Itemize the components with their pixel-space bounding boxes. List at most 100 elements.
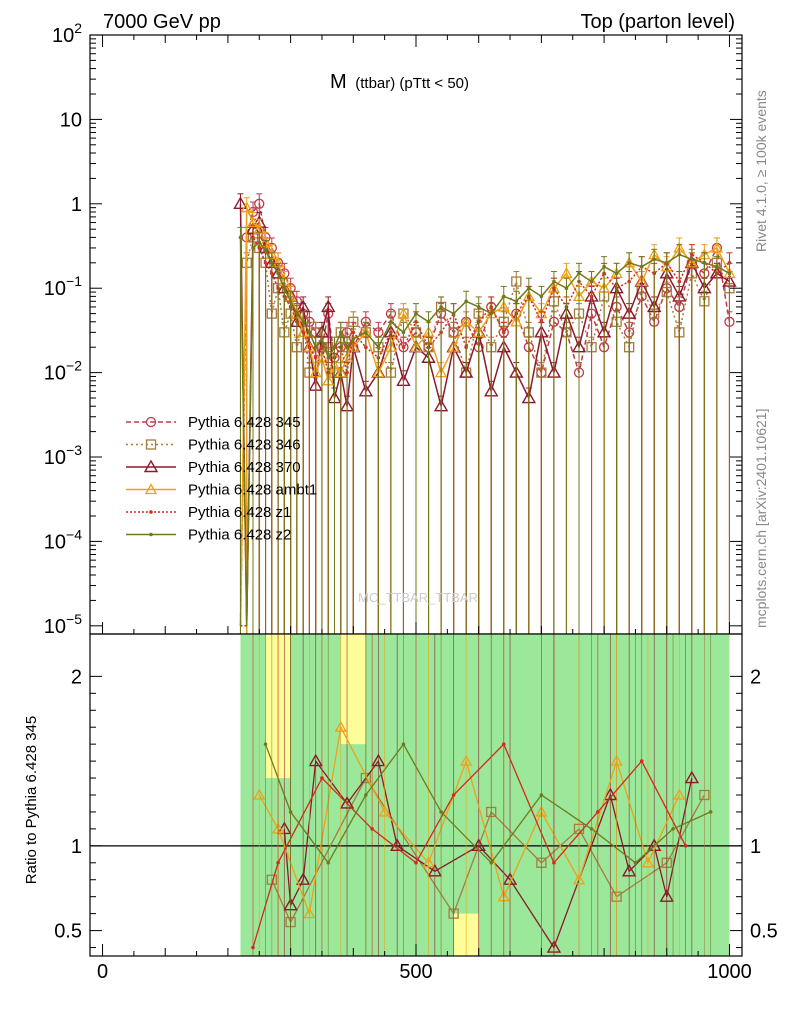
data-point: [254, 198, 265, 209]
data-point: [238, 235, 243, 240]
header-left: 7000 GeV pp: [103, 11, 221, 33]
data-point: [527, 286, 531, 291]
data-point: [514, 299, 519, 304]
legend-marker: [149, 510, 153, 514]
ratio-point: [303, 907, 316, 919]
data-point: [401, 330, 406, 335]
ratio-point: [401, 742, 406, 746]
ratio-y-tick-label-right: 0.5: [750, 921, 778, 943]
data-point: [295, 311, 299, 316]
series-line: [239, 236, 731, 626]
data-point: [263, 248, 268, 253]
data-point: [351, 337, 356, 341]
series-line: [239, 206, 731, 626]
ratio-y-label: Ratio to Pythia 6.428 345: [23, 716, 40, 884]
legend-marker: [144, 483, 158, 495]
data-point: [257, 240, 262, 245]
data-point: [727, 271, 732, 276]
legend-label: Pythia 6.428 345: [188, 414, 301, 431]
ratio-point: [684, 770, 700, 784]
ratio-point: [288, 810, 293, 814]
data-point: [511, 276, 522, 287]
data-point: [664, 261, 669, 265]
series-4: [240, 226, 733, 634]
data-point: [464, 299, 468, 304]
ratio-point: [633, 860, 638, 865]
ratio-point: [451, 793, 456, 797]
plot-title: M (ttbar) (pTtt < 50): [330, 71, 469, 93]
data-point: [426, 319, 431, 324]
ratio-y-tick-label-right: 2: [750, 666, 761, 688]
header-right: Top (parton level): [580, 11, 735, 33]
legend-marker: [143, 459, 159, 473]
ratio-y-tick-label: 2: [71, 666, 82, 688]
ratio-point: [610, 754, 623, 766]
ratio-point: [251, 945, 255, 950]
data-point: [364, 330, 368, 335]
ratio-point: [489, 860, 494, 865]
main-panel: 102 10 1 10−1 10−2 10−3 10−4 10−5 M (ttbar) (pT…: [44, 20, 743, 638]
legend-label: Pythia 6.428 346: [188, 437, 301, 454]
ratio-point: [572, 873, 586, 885]
data-point: [345, 345, 349, 350]
ratio-point: [414, 860, 418, 865]
x-axis: 0 500 1000: [97, 35, 752, 983]
watermark: MC_TTBAR_TTBAR: [358, 590, 478, 605]
x-tick-label: 0: [97, 961, 108, 983]
ratio-point: [671, 827, 675, 831]
data-point: [332, 345, 337, 350]
ratio-point: [277, 821, 292, 835]
data-point: [489, 311, 494, 316]
y-tick-label: 10−3: [44, 442, 82, 469]
data-point: [715, 264, 719, 269]
ratio-point: [371, 753, 386, 767]
y-tick-label: 10−2: [44, 358, 82, 385]
ratio-point: [334, 720, 347, 732]
data-point: [614, 271, 619, 276]
series-line: [239, 203, 731, 626]
side-label-mcplots: mcplots.cern.ch [arXiv:2401.10621]: [753, 409, 769, 628]
ratio-point: [539, 793, 544, 797]
data-point: [451, 311, 456, 316]
side-label-rivet: Rivet 4.1.0, ≥ 100k events: [753, 90, 769, 252]
ratio-point: [621, 863, 637, 877]
data-point: [338, 330, 343, 335]
data-point: [476, 305, 481, 309]
series-3: [239, 197, 736, 634]
ratio-point: [439, 810, 443, 814]
legend-marker: [145, 416, 157, 428]
data-point: [710, 241, 724, 253]
plot-title-main: M: [330, 71, 347, 93]
series-1: [239, 226, 735, 634]
ratio-point: [673, 788, 686, 800]
ratio-point: [370, 827, 374, 831]
data-point: [552, 279, 556, 284]
ratio-point: [699, 789, 710, 801]
data-point: [639, 264, 644, 269]
data-point: [240, 201, 253, 213]
ratio-point: [263, 742, 268, 746]
y-tick-label: 1: [71, 194, 82, 216]
ratio-series-4: [263, 634, 713, 956]
ratio-point: [659, 889, 674, 902]
ratio-point: [460, 754, 473, 766]
data-point: [251, 246, 255, 250]
ratio-y-tick-label: 1: [71, 836, 82, 858]
data-point: [414, 311, 418, 316]
y-tick-label: 10: [60, 109, 82, 131]
legend-label: Pythia 6.428 z2: [188, 527, 291, 544]
ratio-point: [639, 759, 644, 763]
data-point: [564, 286, 569, 291]
data-point: [439, 305, 443, 309]
ratio-point: [552, 860, 556, 865]
ratio-point: [708, 810, 713, 814]
ratio-point: [427, 863, 443, 877]
ratio-panel: 0.5 0.5 1 1 2 2 0 500 1000 Ratio to Pythia 6.42…: [23, 35, 778, 983]
y-tick-label: 10−1: [44, 273, 82, 300]
series-5: [237, 226, 733, 634]
x-tick-label: 1000: [707, 961, 752, 983]
legend-label: Pythia 6.428 370: [188, 459, 301, 476]
ratio-line: [264, 743, 711, 864]
data-point: [320, 337, 324, 341]
series-line: [239, 203, 730, 627]
